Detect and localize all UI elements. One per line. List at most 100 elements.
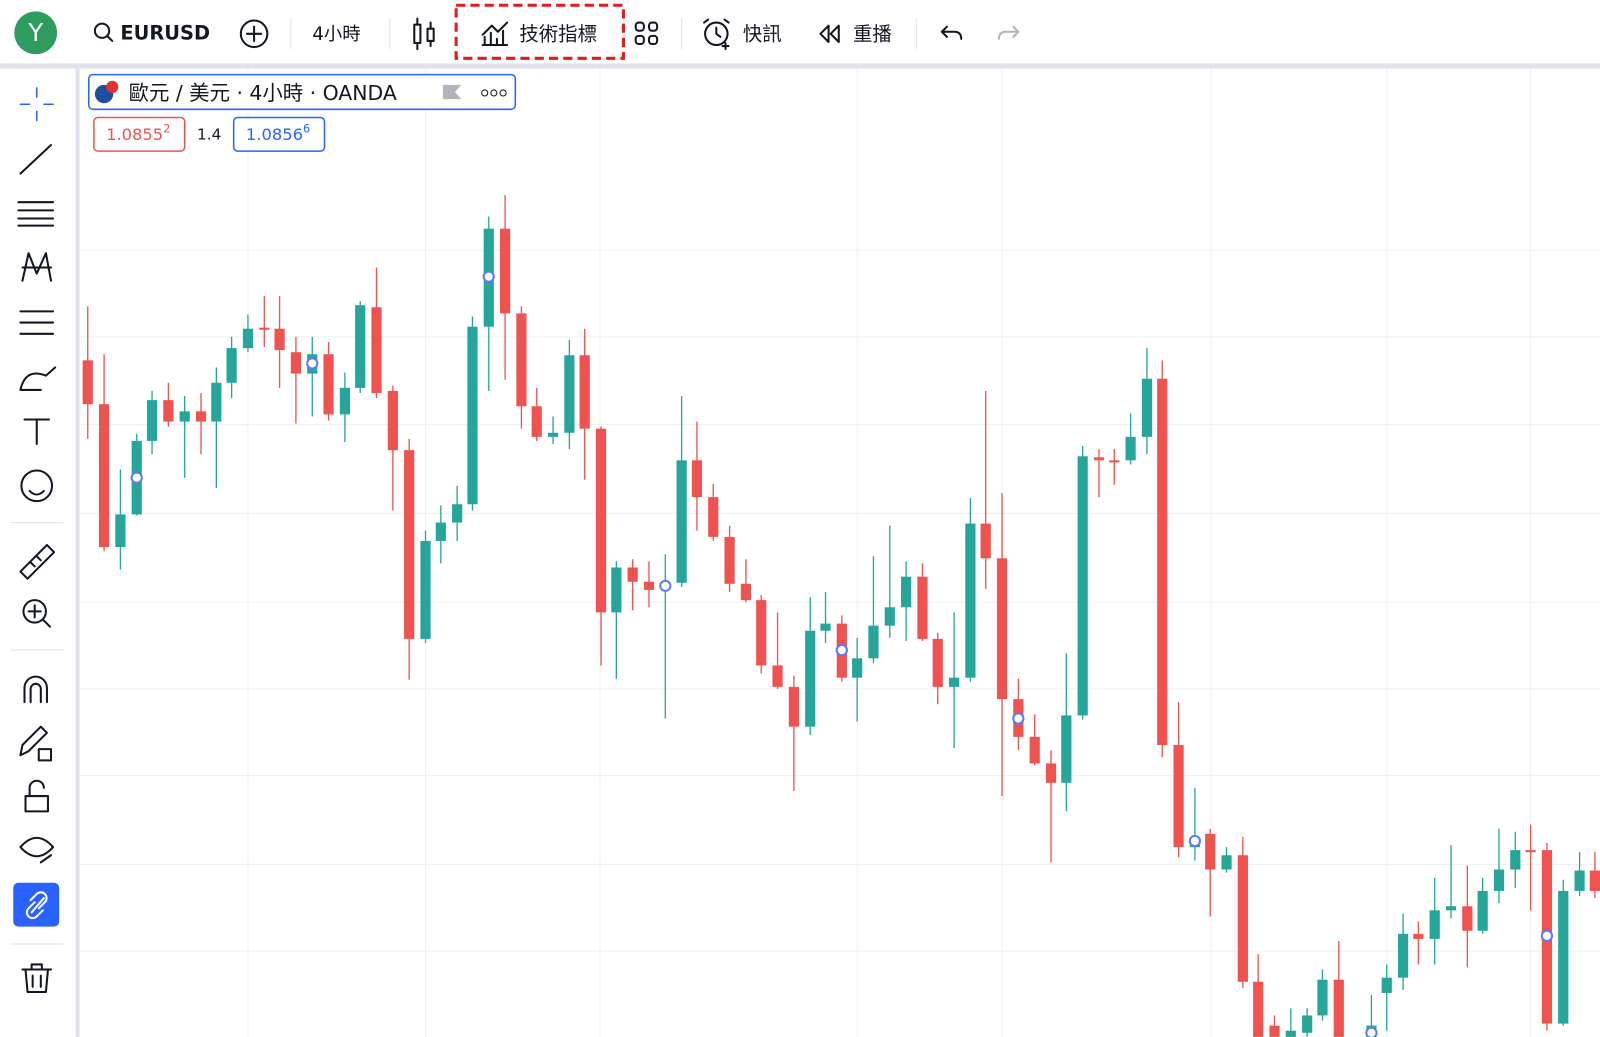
sell-price-sup: 2 xyxy=(163,123,170,136)
event-marker xyxy=(1365,1026,1378,1037)
avatar-letter: Y xyxy=(27,18,43,47)
projection-tool[interactable] xyxy=(19,310,55,335)
sync-tool-active[interactable] xyxy=(13,882,60,927)
crosshair-tool[interactable] xyxy=(19,87,54,122)
symbol-search[interactable]: EURUSD xyxy=(93,21,210,44)
toolbar-border xyxy=(0,63,1600,69)
candle-body xyxy=(643,581,655,590)
candle-body xyxy=(1093,457,1105,461)
candle-body xyxy=(948,677,960,687)
candle-body xyxy=(1173,745,1184,848)
event-marker xyxy=(482,270,495,283)
candle-body xyxy=(1205,833,1216,870)
legend-box[interactable] xyxy=(88,73,517,111)
candle-body xyxy=(884,607,895,626)
replay-label: 重播 xyxy=(853,22,892,45)
sell-price: 1.08552 xyxy=(106,123,170,144)
buy-button[interactable] xyxy=(232,116,326,152)
candle-body xyxy=(724,536,735,584)
candle-body xyxy=(1269,1025,1280,1037)
candle-body xyxy=(708,497,719,537)
candle-body xyxy=(996,558,1008,700)
candle-body xyxy=(371,307,382,393)
link-icon xyxy=(25,891,48,920)
interval-button[interactable]: 4小時 xyxy=(312,24,360,45)
candle-body xyxy=(1317,979,1328,1016)
candle-body xyxy=(179,411,190,422)
delete-tool[interactable] xyxy=(21,963,53,993)
candle-body xyxy=(323,354,334,415)
candle-body xyxy=(404,450,415,639)
zoom-tool[interactable] xyxy=(22,599,52,628)
candle-body xyxy=(226,348,237,383)
candle-body xyxy=(1462,906,1473,931)
replay-button[interactable]: 重播 xyxy=(819,22,892,45)
more-button[interactable] xyxy=(481,89,507,97)
compare-button[interactable] xyxy=(239,19,269,49)
alerts-button[interactable]: 快訊 xyxy=(703,18,782,51)
pattern-tool[interactable] xyxy=(21,252,53,282)
chart-type-button[interactable] xyxy=(413,17,435,51)
highlight-box xyxy=(454,3,625,60)
fib-tool[interactable] xyxy=(17,201,55,227)
candle-body xyxy=(980,523,991,559)
candle-body xyxy=(805,630,816,727)
indicators-button[interactable]: 技術指標 xyxy=(481,21,597,47)
candle-body xyxy=(579,355,590,429)
trendline-tool[interactable] xyxy=(19,144,53,175)
candle-body xyxy=(211,382,222,422)
redo-button[interactable] xyxy=(997,25,1020,40)
candle-body xyxy=(242,328,254,349)
candle-body xyxy=(259,327,270,330)
candle-body xyxy=(1125,436,1136,461)
buy-price-main: 1.0856 xyxy=(246,124,303,143)
candle-body xyxy=(1574,870,1585,891)
candle-body xyxy=(1445,906,1457,911)
candle-body xyxy=(163,400,174,422)
magnet-tool[interactable] xyxy=(23,675,48,704)
candle-body xyxy=(274,328,285,351)
candle-body xyxy=(500,228,511,314)
candle-body xyxy=(1525,850,1536,853)
candle-body xyxy=(852,658,863,678)
sell-price-main: 1.0855 xyxy=(106,124,163,143)
brush-tool[interactable] xyxy=(19,366,57,391)
ruler-tool[interactable] xyxy=(19,544,56,580)
lock-tool[interactable] xyxy=(24,779,49,813)
lock-drawing-tool[interactable] xyxy=(19,725,53,762)
candle-body xyxy=(564,355,575,433)
hide-tool[interactable] xyxy=(19,836,55,864)
candle-body xyxy=(1333,979,1344,1037)
candle-body xyxy=(1429,910,1440,939)
candle-body xyxy=(1493,869,1505,891)
sell-button[interactable] xyxy=(93,116,186,152)
alerts-label: 快訊 xyxy=(743,22,782,45)
candle-body xyxy=(740,583,752,601)
avatar[interactable]: Y xyxy=(14,11,58,55)
candle-body xyxy=(627,567,638,582)
layouts-button[interactable] xyxy=(634,21,659,46)
event-marker xyxy=(1012,712,1025,725)
event-marker xyxy=(1540,929,1554,942)
icon-tool[interactable] xyxy=(20,469,54,503)
candle-body xyxy=(290,352,302,374)
spread: 1.4 xyxy=(197,125,221,143)
candle-body xyxy=(115,514,126,548)
event-marker xyxy=(130,471,143,484)
undo-button[interactable] xyxy=(940,25,963,40)
text-tool[interactable] xyxy=(23,418,51,446)
candle-body xyxy=(1141,378,1153,437)
candle-body xyxy=(1397,933,1409,978)
candle-body xyxy=(355,305,366,388)
candle-body xyxy=(1302,1015,1313,1033)
candle-body xyxy=(1157,378,1168,746)
candle-body xyxy=(901,576,912,608)
chart-grid xyxy=(79,68,1600,1037)
candle-body xyxy=(1253,981,1264,1037)
buy-price: 1.08566 xyxy=(246,123,310,144)
flag-icon[interactable] xyxy=(442,84,462,100)
candle-body xyxy=(1045,763,1057,783)
candle-body xyxy=(467,326,478,505)
candle-body xyxy=(1558,890,1569,1024)
